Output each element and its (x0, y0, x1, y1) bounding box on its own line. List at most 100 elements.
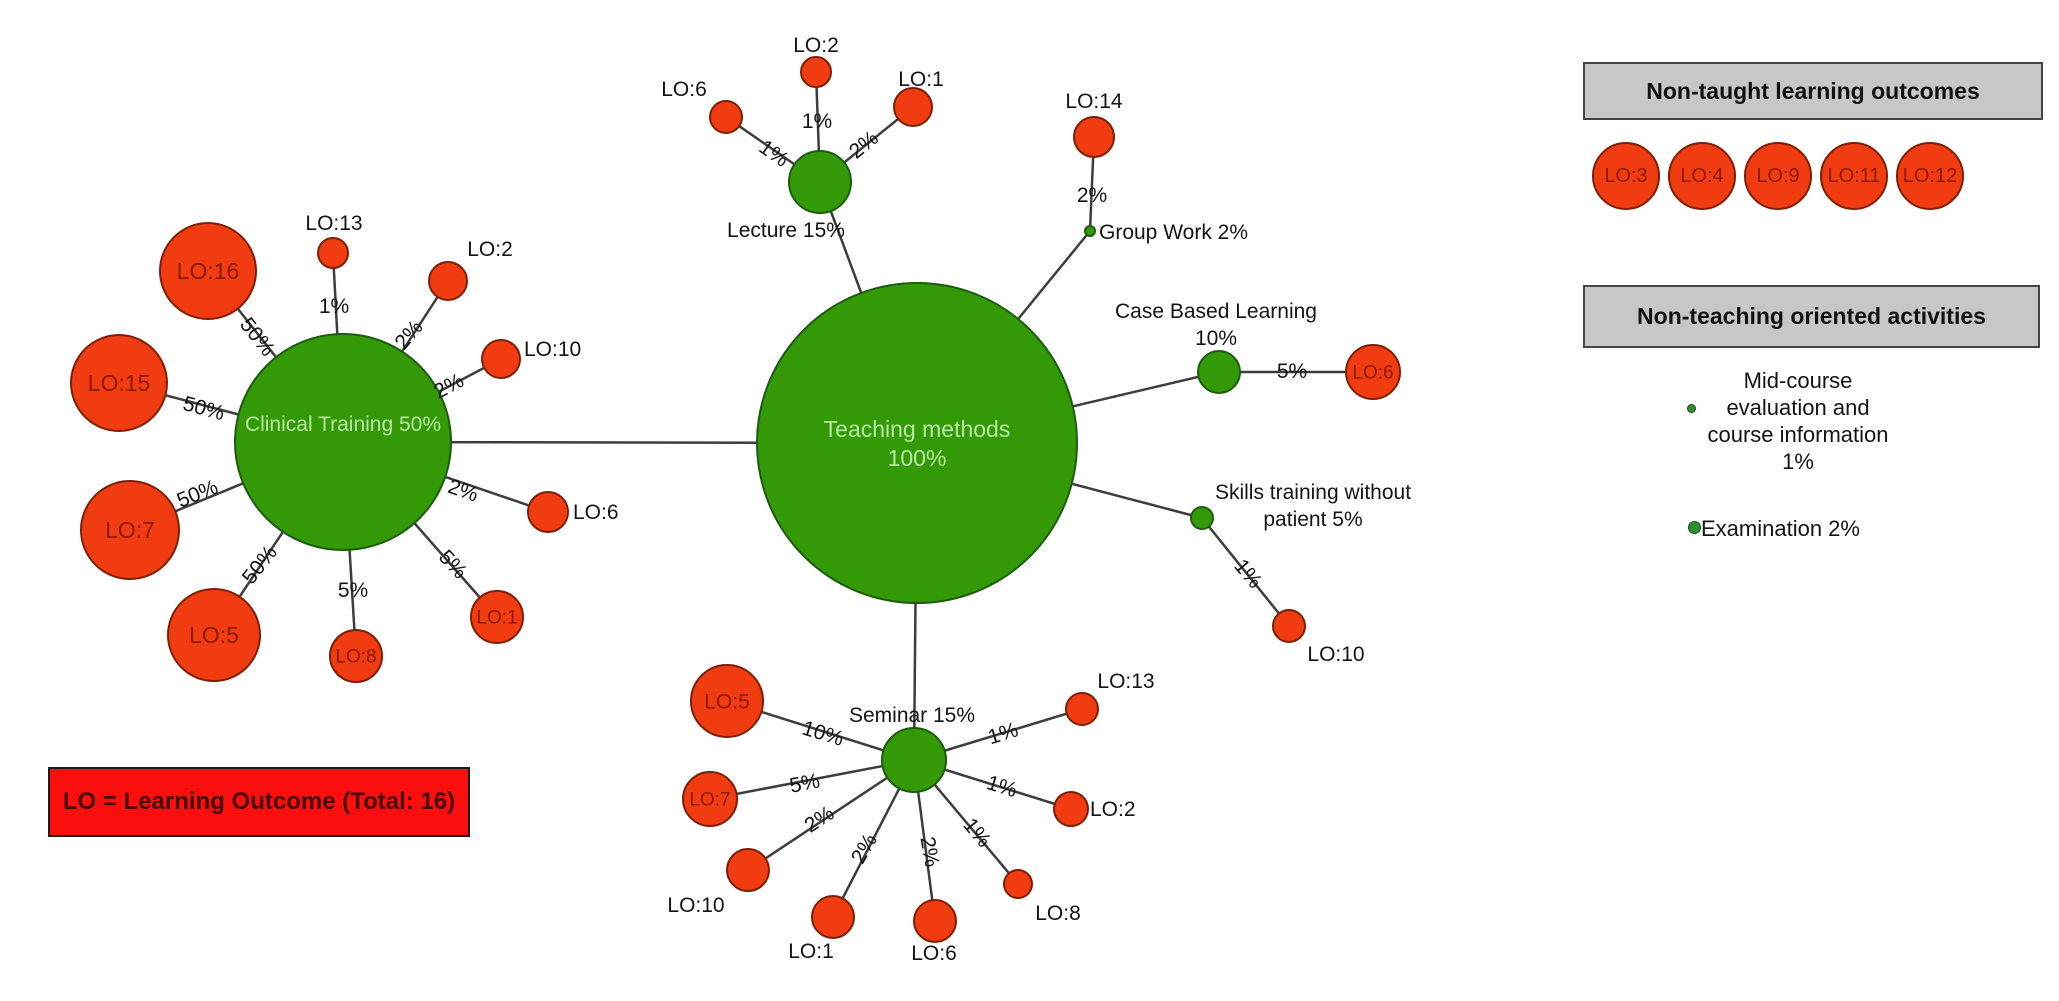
label-seminar-lo-2: LO:2 (1090, 798, 1136, 821)
node-clinical-training-lo-1 (470, 590, 524, 644)
node-clinical-training-lo-6 (527, 491, 569, 533)
label-clinical-training-lo-10: LO:10 (524, 338, 581, 361)
label-lecture-lo-2: LO:2 (793, 34, 839, 57)
node-group-work (1084, 225, 1096, 237)
activity-midcourse-line-4: 1% (1782, 449, 1814, 474)
node-lecture-lo-2 (800, 56, 832, 88)
node-clinical-training-lo-5 (167, 588, 261, 682)
label-clinical-training-lo-13: LO:13 (305, 212, 362, 235)
skills-training-label-line-2: patient 5% (1263, 508, 1362, 531)
label-seminar-lo-5: LO:5 (704, 690, 750, 713)
node-seminar-lo-6 (913, 899, 957, 943)
case-based-learning-label-line-2: 10% (1195, 327, 1237, 350)
node-clinical-training-lo-13 (317, 237, 349, 269)
pct-seminar-lo-2: 1% (984, 771, 1020, 802)
label-seminar-lo-8: LO:8 (1035, 902, 1081, 925)
label-clinical-training-lo-1: LO:1 (476, 608, 517, 629)
lecture-label: Lecture 15% (727, 219, 845, 242)
label-seminar-lo-13: LO:13 (1097, 670, 1154, 693)
non-taught-chip-lo-3: LO:3 (1592, 142, 1660, 210)
node-seminar-lo-2 (1053, 791, 1089, 827)
node-seminar-lo-1 (811, 895, 855, 939)
midcourse-activity-dot (1687, 404, 1696, 413)
node-case-based-learning-lo-6 (1345, 344, 1401, 400)
label-clinical-training-lo-7: LO:7 (105, 517, 155, 543)
non-taught-chip-lo-9: LO:9 (1744, 142, 1812, 210)
pct-seminar-lo-7: 5% (788, 769, 822, 797)
label-case-based-learning-lo-6: LO:6 (1352, 363, 1393, 384)
label-clinical-training-lo-8: LO:8 (335, 647, 376, 668)
node-seminar-lo-10 (726, 848, 770, 892)
label-clinical-training-lo-15: LO:15 (88, 370, 151, 396)
node-group-work-lo-14 (1073, 116, 1115, 158)
label-seminar-lo-1: LO:1 (788, 940, 834, 963)
pct-seminar-lo-13: 1% (985, 718, 1021, 749)
node-clinical-training-lo-16 (159, 222, 257, 320)
label-seminar-lo-10: LO:10 (667, 894, 724, 917)
pct-clinical-training-lo-8: 5% (338, 579, 368, 602)
pct-group-work-lo-14: 2% (1077, 184, 1107, 207)
non-taught-chip-lo-12: LO:12 (1896, 142, 1964, 210)
label-skills-training-lo-10: LO:10 (1307, 643, 1364, 666)
activity-midcourse-line-2: evaluation and (1726, 395, 1870, 420)
node-clinical-training-lo-2 (428, 261, 468, 301)
node-clinical-training-lo-8 (329, 629, 383, 683)
node-teaching-methods (756, 282, 1078, 604)
node-clinical-training-lo-15 (70, 334, 168, 432)
pct-clinical-training-lo-5: 50% (238, 541, 282, 588)
label-clinical-training-lo-2: LO:2 (467, 238, 513, 261)
label-group-work-lo-14: LO:14 (1065, 90, 1123, 113)
node-seminar-lo-7 (682, 771, 738, 827)
group-work-label: Group Work 2% (1099, 221, 1248, 244)
non-taught-outcome-circles: LO:3 LO:4 LO:9 LO:11 LO:12 (1592, 142, 1964, 210)
pct-clinical-training-lo-7: 50% (174, 475, 222, 512)
non-taught-chip-lo-11: LO:11 (1820, 142, 1888, 210)
label-lecture-lo-1: LO:1 (898, 68, 944, 91)
node-seminar (881, 727, 947, 793)
non-teaching-panel-title: Non-teaching oriented activities (1637, 303, 1986, 329)
node-seminar-lo-13 (1065, 692, 1099, 726)
lo-abbreviation-legend: LO = Learning Outcome (Total: 16) (48, 767, 470, 837)
node-skills-training-lo-10 (1272, 609, 1306, 643)
node-case-based-learning (1197, 350, 1241, 394)
pct-case-based-learning-lo-6: 5% (1277, 360, 1307, 383)
label-clinical-training-lo-16: LO:16 (177, 258, 240, 284)
node-skills-training (1190, 506, 1214, 530)
label-seminar-lo-6: LO:6 (911, 942, 957, 965)
teaching-methods-label-line-2: 100% (888, 445, 947, 471)
pct-seminar-lo-6: 2% (915, 835, 943, 869)
activity-midcourse-line-1: Mid-course (1743, 368, 1853, 393)
node-clinical-training-lo-7 (80, 480, 180, 580)
activity-midcourse-evaluation: Mid-course evaluation and course informati… (1658, 367, 1938, 475)
lo-abbreviation-legend-text: LO = Learning Outcome (Total: 16) (62, 788, 456, 815)
examination-activity-dot (1688, 521, 1701, 534)
non-taught-panel-title: Non-taught learning outcomes (1646, 77, 1980, 104)
pct-lecture-lo-2: 1% (802, 110, 832, 133)
activity-midcourse-line-3: course information (1707, 422, 1889, 447)
label-seminar-lo-7: LO:7 (689, 790, 730, 811)
seminar-label: Seminar 15% (849, 704, 975, 727)
skills-training-label-line-1: Skills training without (1215, 481, 1411, 504)
activity-examination: Examination 2% (1701, 516, 1860, 541)
non-teaching-panel-header: Non-teaching oriented activities (1583, 285, 2040, 348)
edge-skills-training-lo-10 (1201, 517, 1290, 627)
node-clinical-training (234, 333, 452, 551)
pct-seminar-lo-5: 10% (799, 717, 846, 751)
case-based-learning-label-line-1: Case Based Learning (1115, 300, 1317, 323)
node-lecture-lo-6 (709, 100, 743, 134)
node-seminar-lo-5 (690, 664, 764, 738)
node-lecture (788, 150, 852, 214)
label-clinical-training-lo-6: LO:6 (573, 501, 619, 524)
node-lecture-lo-1 (893, 87, 933, 127)
pct-clinical-training-lo-13: 1% (319, 295, 349, 318)
pct-clinical-training-lo-15: 50% (180, 392, 227, 425)
edge-seminar-lo-7 (709, 758, 915, 801)
teaching-methods-label-line-1: Teaching methods (824, 416, 1011, 442)
label-clinical-training-lo-5: LO:5 (189, 622, 239, 648)
node-clinical-training-lo-10 (481, 339, 521, 379)
clinical-training-label: Clinical Training 50% (245, 413, 441, 436)
non-taught-chip-lo-4: LO:4 (1668, 142, 1736, 210)
pct-clinical-training-lo-6: 2% (445, 475, 481, 507)
